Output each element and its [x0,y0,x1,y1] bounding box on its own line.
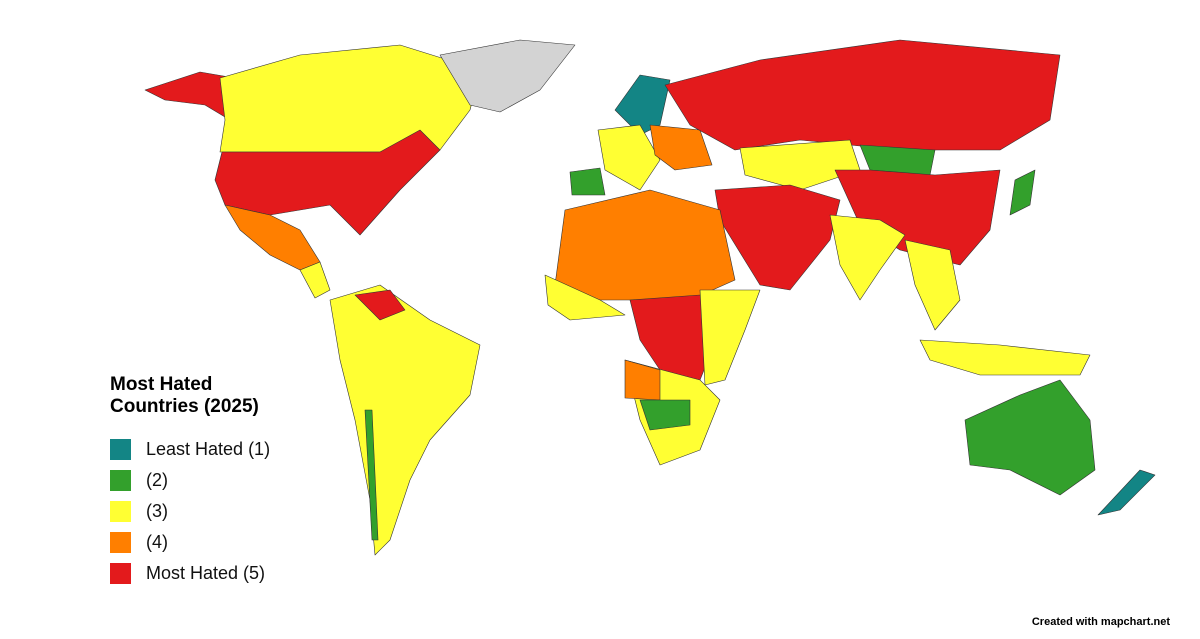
legend-label: (2) [146,470,168,490]
region-central-america [299,261,331,299]
region-eastern-europe [649,124,713,171]
legend: Most Hated Countries (2025) Least Hated … [110,374,290,589]
legend-swatch [110,470,131,491]
region-angola [624,359,661,401]
legend-label: Most Hated (5) [146,563,266,583]
region-east-africa [699,289,761,386]
legend-item-level-2: (2) [110,465,290,496]
region-usa [214,129,441,236]
region-new-zealand [1097,469,1156,516]
region-west-africa [544,274,626,321]
legend-swatch [110,501,131,522]
legend-item-level-5: Most Hated (5) [110,558,290,589]
region-japan [1009,169,1036,216]
region-venezuela [354,289,406,321]
legend-label: (4) [146,532,168,552]
region-chile [364,409,379,541]
legend-title: Most Hated Countries (2025) [110,374,259,417]
region-greenland [439,39,576,113]
credit-text: Created with mapchart.net [1031,616,1170,628]
region-western-europe [597,124,661,191]
region-north-africa [554,189,736,301]
region-kazakhstan [739,139,861,191]
legend-label: (3) [146,501,168,521]
legend-swatch [110,532,131,553]
region-australia [964,379,1096,496]
region-indonesia [919,339,1091,376]
legend-item-level-4: (4) [110,527,290,558]
legend-swatch [110,563,131,584]
region-south-america [329,284,481,556]
legend-item-level-1: Least Hated (1) [110,434,290,465]
region-middle-east [714,184,841,291]
legend-item-level-3: (3) [110,496,290,527]
legend-swatch [110,439,131,460]
legend-items: Least Hated (1) (2) (3) (4) Most Hated (… [110,434,290,589]
region-iberia [569,167,606,196]
region-india [829,214,906,301]
region-namibia-botswana [639,399,691,431]
legend-label: Least Hated (1) [146,439,271,459]
region-southeast-asia [904,239,961,331]
region-russia [664,39,1061,151]
region-canada [219,44,481,153]
